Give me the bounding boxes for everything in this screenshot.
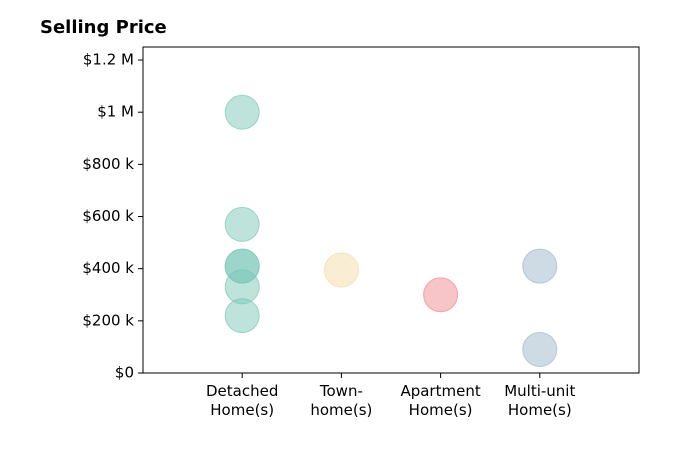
y-tick-label: $1 M bbox=[97, 103, 134, 121]
chart-title: Selling Price bbox=[40, 17, 167, 38]
point bbox=[224, 94, 260, 130]
y-tick-label: $200 k bbox=[82, 311, 134, 329]
y-tick-label: $800 k bbox=[82, 155, 134, 173]
y-tick-label: $600 k bbox=[82, 207, 134, 225]
point bbox=[522, 248, 558, 284]
y-tick-label: $400 k bbox=[82, 259, 134, 277]
point bbox=[224, 206, 260, 242]
point bbox=[522, 332, 558, 368]
x-tick-label: Town- home(s) bbox=[310, 382, 373, 419]
point bbox=[423, 277, 459, 313]
x-tick-label: Detached Home(s) bbox=[206, 382, 279, 419]
point bbox=[224, 298, 260, 334]
point bbox=[323, 252, 359, 288]
y-tick-label: $1.2 M bbox=[83, 51, 134, 69]
y-tick-label: $0 bbox=[115, 364, 134, 382]
x-tick-label: Multi-unit Home(s) bbox=[504, 382, 576, 419]
plot-frame bbox=[142, 46, 640, 374]
x-tick-label: Apartment Home(s) bbox=[400, 382, 481, 419]
